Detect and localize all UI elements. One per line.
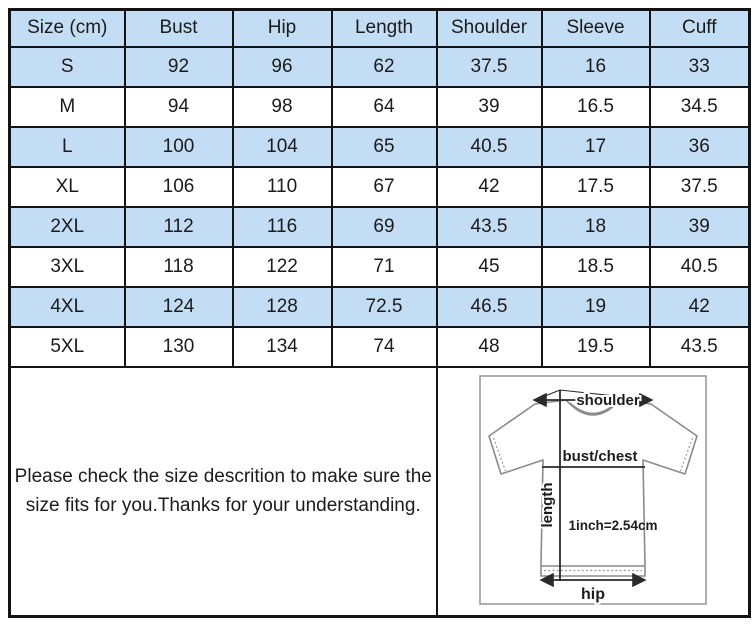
size-cell: 2XL [8,205,126,248]
value-cell: 116 [231,205,333,248]
value-cell: 19 [540,285,651,328]
size-cell: 4XL [8,285,126,328]
col-header-shoulder: Shoulder [435,8,543,48]
hip-label: hip [581,586,605,603]
value-cell: 62 [330,45,438,88]
table-row-2xl: 2XL 112 116 69 43.5 18 39 [8,205,751,248]
table-row-3xl: 3XL 118 122 71 45 18.5 40.5 [8,245,751,288]
value-cell: 118 [123,245,234,288]
value-cell: 122 [231,245,333,288]
value-cell: 65 [330,125,438,168]
value-cell: 100 [123,125,234,168]
value-cell: 69 [330,205,438,248]
value-cell: 42 [435,165,543,208]
col-header-size: Size (cm) [8,8,126,48]
value-cell: 17.5 [540,165,651,208]
tshirt-diagram-svg: shoulder bust/chest length 1inch=2.54cm … [478,374,707,605]
value-cell: 64 [330,85,438,128]
value-cell: 74 [330,325,438,368]
col-header-length: Length [330,8,438,48]
measure-lines [532,388,654,587]
size-cell: M [8,85,126,128]
value-cell: 124 [123,285,234,328]
value-cell: 112 [123,205,234,248]
table-row-xl: XL 106 110 67 42 17.5 37.5 [8,165,751,208]
bust-chest-label: bust/chest [562,448,637,465]
value-cell: 130 [123,325,234,368]
value-cell: 18.5 [540,245,651,288]
value-cell: 16 [540,45,651,88]
value-cell: 71 [330,245,438,288]
value-cell: 104 [231,125,333,168]
table-row-m: M 94 98 64 39 16.5 34.5 [8,85,751,128]
value-cell: 40.5 [648,245,751,288]
table-row-l: L 100 104 65 40.5 17 36 [8,125,751,168]
value-cell: 45 [435,245,543,288]
value-cell: 128 [231,285,333,328]
value-cell: 110 [231,165,333,208]
value-cell: 37.5 [648,165,751,208]
value-cell: 17 [540,125,651,168]
table-row-5xl: 5XL 130 134 74 48 19.5 43.5 [8,325,751,368]
value-cell: 92 [123,45,234,88]
value-cell: 43.5 [648,325,751,368]
value-cell: 72.5 [330,285,438,328]
size-cell: L [8,125,126,168]
value-cell: 16.5 [540,85,651,128]
value-cell: 40.5 [435,125,543,168]
value-cell: 134 [231,325,333,368]
table-row-4xl: 4XL 124 128 72.5 46.5 19 42 [8,285,751,328]
value-cell: 67 [330,165,438,208]
col-header-cuff: Cuff [648,8,751,48]
measurement-diagram-cell: shoulder bust/chest length 1inch=2.54cm … [435,365,751,617]
stitch-lines [492,437,693,571]
value-cell: 48 [435,325,543,368]
size-cell: S [8,45,126,88]
value-cell: 42 [648,285,751,328]
value-cell: 106 [123,165,234,208]
size-note-text: Please check the size descrition to make… [8,365,438,617]
value-cell: 18 [540,205,651,248]
table-row-s: S 92 96 62 37.5 16 33 [8,45,751,88]
value-cell: 98 [231,85,333,128]
size-cell: 5XL [8,325,126,368]
value-cell: 39 [648,205,751,248]
size-cell: 3XL [8,245,126,288]
value-cell: 19.5 [540,325,651,368]
value-cell: 94 [123,85,234,128]
header-row: Size (cm) Bust Hip Length Shoulder Sleev… [8,8,751,48]
value-cell: 33 [648,45,751,88]
col-header-hip: Hip [231,8,333,48]
value-cell: 43.5 [435,205,543,248]
tshirt-measurement-diagram: shoulder bust/chest length 1inch=2.54cm … [439,368,748,614]
length-label: length [539,482,556,527]
size-cell: XL [8,165,126,208]
value-cell: 37.5 [435,45,543,88]
value-cell: 46.5 [435,285,543,328]
value-cell: 39 [435,85,543,128]
scale-note-label: 1inch=2.54cm [568,518,657,533]
size-chart-table: Size (cm) Bust Hip Length Shoulder Sleev… [8,8,751,618]
shoulder-label: shoulder [576,392,640,409]
value-cell: 36 [648,125,751,168]
bottom-row: Please check the size descrition to make… [8,365,751,617]
value-cell: 96 [231,45,333,88]
value-cell: 34.5 [648,85,751,128]
col-header-bust: Bust [123,8,234,48]
col-header-sleeve: Sleeve [540,8,651,48]
